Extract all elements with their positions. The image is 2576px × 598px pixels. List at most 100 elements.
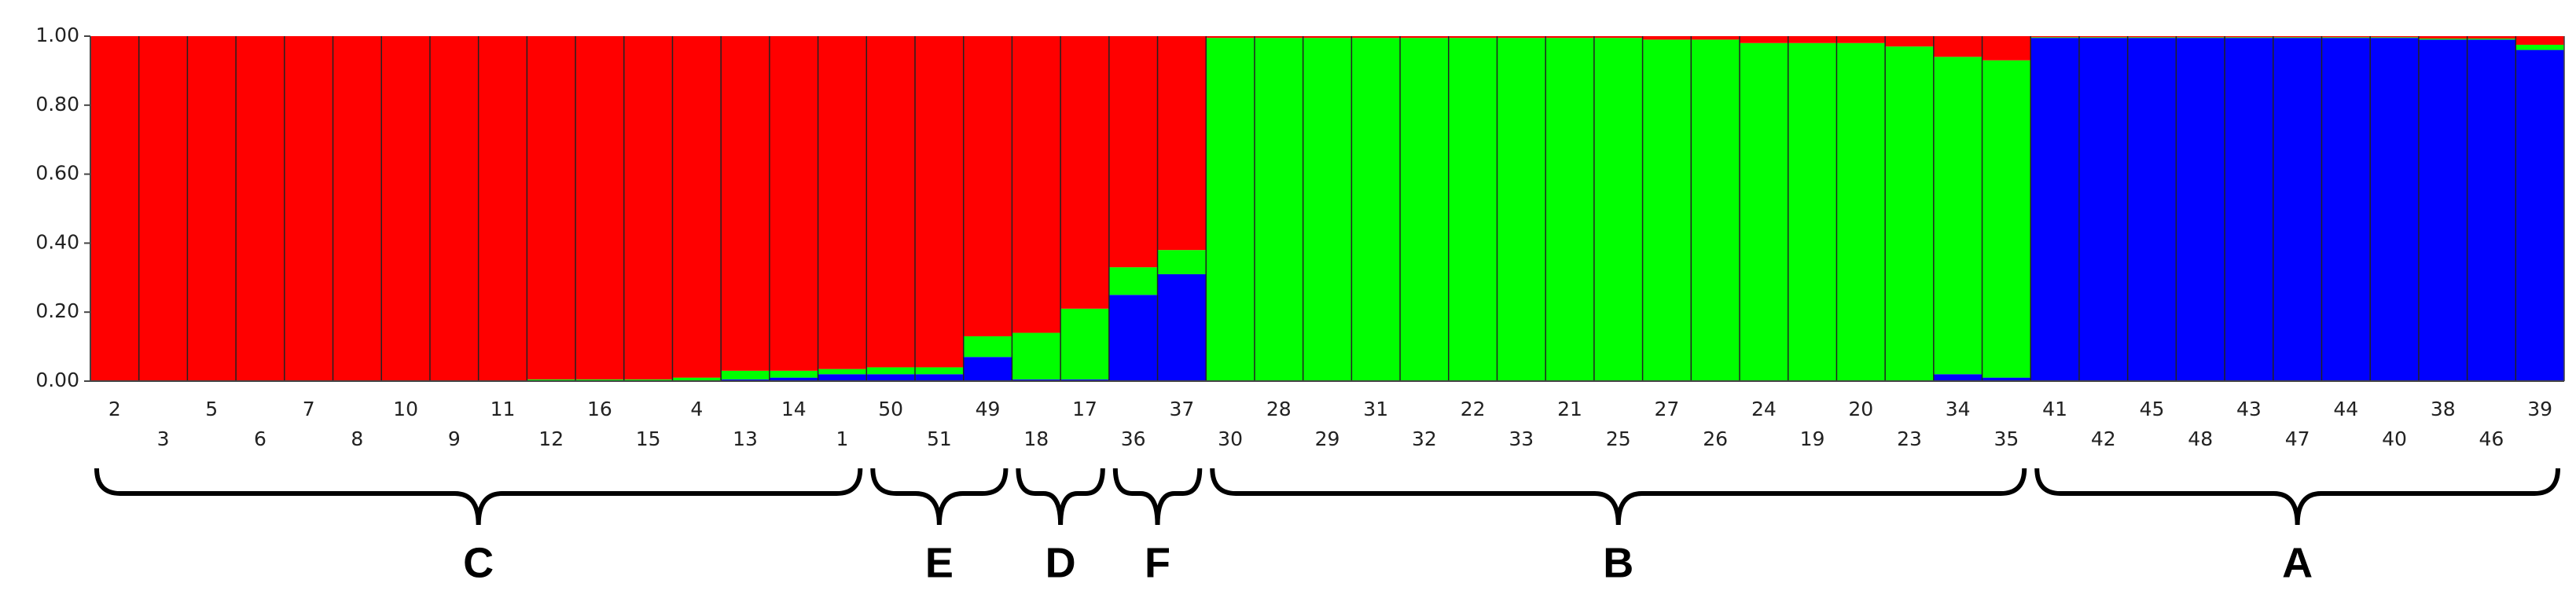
bar-segment [963, 36, 1012, 336]
bar-segment [333, 36, 382, 381]
x-tick-label: 14 [781, 398, 807, 420]
x-tick-label: 37 [1169, 398, 1194, 420]
x-tick-label: 3 [157, 427, 170, 450]
bar-segment [1012, 379, 1061, 381]
bar-segment [1642, 36, 1692, 40]
x-tick-label: 18 [1023, 427, 1049, 450]
x-tick-label: 11 [491, 398, 516, 420]
bar-segment [2467, 39, 2516, 381]
x-tick-label: 28 [1266, 398, 1292, 420]
bar-segment [1885, 36, 1934, 47]
bar-segment [672, 36, 722, 378]
x-tick-label: 23 [1897, 427, 1922, 450]
bar-segment [1788, 42, 1837, 381]
group-label: C [463, 539, 494, 586]
bar-segment [963, 336, 1012, 358]
bar-segment [381, 36, 430, 381]
x-tick-label: 15 [636, 427, 661, 450]
bar-segment [1303, 38, 1352, 381]
bar-segment [1545, 36, 1594, 39]
x-tick-label: 6 [254, 427, 266, 450]
bar-segment [769, 377, 818, 381]
bar-segment [1012, 332, 1061, 380]
bar-segment [2127, 38, 2177, 381]
bar-segment [2418, 39, 2468, 381]
bar-segment [818, 369, 867, 375]
x-tick-label: 34 [1946, 398, 1971, 420]
x-tick-label: 29 [1315, 427, 1340, 450]
bar-segment [2078, 36, 2128, 38]
x-tick-label: 12 [538, 427, 564, 450]
bar-segment [2176, 37, 2225, 39]
x-tick-label: 22 [1461, 398, 1486, 420]
x-tick-label: 5 [205, 398, 218, 420]
bar-segment [1351, 36, 1401, 39]
bar-segment [721, 370, 770, 380]
x-tick-label: 30 [1218, 427, 1243, 450]
bar-segment [284, 36, 333, 381]
x-tick-label: 38 [2431, 398, 2456, 420]
bar-segment [1108, 36, 1158, 268]
bar-segment [1982, 377, 2031, 381]
bar-segment [478, 36, 527, 381]
bar-segment [575, 36, 624, 380]
x-tick-label: 35 [1994, 427, 2019, 450]
y-tick-label: 1.00 [35, 24, 79, 46]
bar-segment [2176, 38, 2225, 381]
bar-segment [2370, 38, 2419, 381]
bar-segment [1497, 36, 1546, 39]
bar-segment [866, 367, 915, 375]
bar-segment [769, 370, 818, 378]
x-tick-label: 47 [2285, 427, 2310, 450]
x-tick-label: 39 [2527, 398, 2552, 420]
bar-segment [1157, 273, 1207, 381]
bar-segment [1448, 38, 1497, 381]
group-brace [870, 468, 1009, 526]
bar-segment [2515, 36, 2564, 45]
bar-segment [2370, 36, 2419, 38]
bar-segment [2515, 50, 2564, 382]
bar-segment [1788, 36, 1837, 43]
bar-segment [818, 374, 867, 381]
bar-segment [1593, 36, 1643, 39]
x-tick-label: 25 [1606, 427, 1631, 450]
bar-segment [1691, 36, 1740, 40]
bar-segment [1400, 38, 1449, 381]
x-tick-label: 41 [2042, 398, 2067, 420]
bar-segment [527, 379, 576, 381]
bar-segment [623, 379, 673, 381]
bar-segment [2515, 44, 2564, 50]
bar-segment [2127, 37, 2177, 39]
x-tick-label: 33 [1508, 427, 1534, 450]
bar-segment [2370, 37, 2419, 39]
bar-segment [623, 36, 673, 380]
bar-segment [915, 367, 964, 375]
bar-segment [1108, 295, 1158, 381]
y-tick-label: 0.80 [35, 93, 79, 116]
bar-segment [2225, 36, 2273, 38]
bar-segment [1885, 46, 1934, 382]
bar-segment [1400, 36, 1449, 39]
bar-segment [2225, 38, 2273, 381]
bar-segment [769, 36, 818, 371]
x-tick-label: 21 [1557, 398, 1582, 420]
x-tick-label: 4 [690, 398, 703, 420]
x-tick-label: 40 [2382, 427, 2407, 450]
bar-segment [2127, 36, 2177, 38]
bar-segment [1060, 379, 1109, 381]
bar-segment [1254, 36, 1303, 39]
x-tick-label: 50 [878, 398, 903, 420]
x-tick-label: 13 [733, 427, 758, 450]
x-tick-label: 43 [2236, 398, 2262, 420]
group-brace [94, 468, 863, 526]
bar-segment [1545, 38, 1594, 381]
group-brace [1210, 468, 2027, 526]
x-tick-label: 46 [2479, 427, 2504, 450]
bar-segment [1740, 42, 1788, 381]
y-tick-label: 0.00 [35, 369, 79, 391]
x-tick-label: 24 [1751, 398, 1777, 420]
bar-segment [1108, 267, 1158, 295]
x-tick-label: 7 [303, 398, 315, 420]
bar-segment [1933, 36, 1983, 57]
